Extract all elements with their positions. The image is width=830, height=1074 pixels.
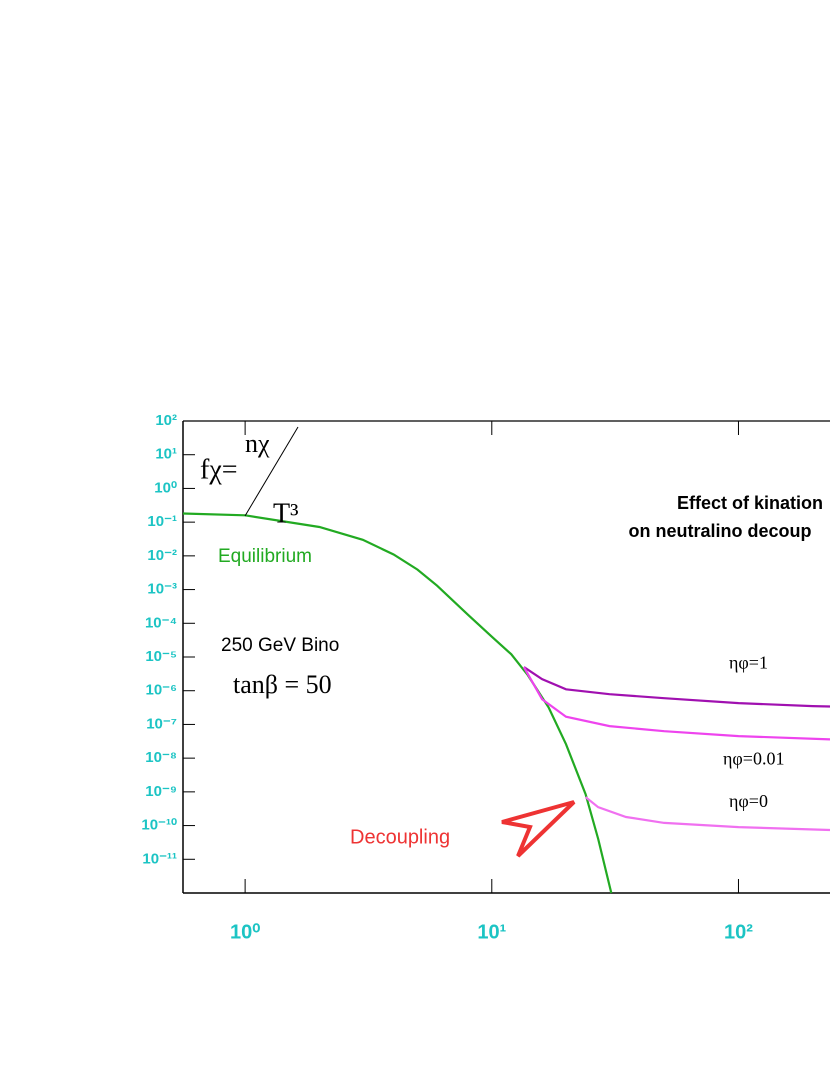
y-tick-label: 10² <box>155 412 177 429</box>
title-line: on neutralino decoup <box>629 521 812 541</box>
y-tick-label: 10⁻¹ <box>147 513 177 530</box>
x-tick-label: 10¹ <box>477 921 506 943</box>
series-label: ηφ=0 <box>729 791 768 811</box>
series-line <box>522 666 830 741</box>
series-line <box>523 666 830 708</box>
y-tick-label: 10⁻⁴ <box>145 614 177 631</box>
x-tick-label: 10⁰ <box>230 921 260 943</box>
title-line: Effect of kination <box>677 493 823 513</box>
y-tick-label: 10⁻² <box>147 547 177 564</box>
y-tick-label: 10⁻¹¹ <box>142 850 177 867</box>
formula: fχ= <box>200 454 238 485</box>
formula: nχ <box>245 429 270 458</box>
annotation: tanβ = 50 <box>233 670 332 699</box>
series-label: ηφ=1 <box>729 653 768 673</box>
plot <box>182 512 830 894</box>
series-line <box>182 512 613 894</box>
y-tick-label: 10⁻⁹ <box>145 783 177 800</box>
y-tick-label: 10⁻⁶ <box>145 682 177 699</box>
annotation: 250 GeV Bino <box>221 635 339 656</box>
x-tick-label: 10² <box>724 921 753 943</box>
y-tick-label: 10⁻⁵ <box>145 648 177 665</box>
series-label: ηφ=0.01 <box>723 749 784 769</box>
y-tick-label: 10⁻³ <box>147 581 177 598</box>
y-tick-label: 10⁻⁷ <box>146 715 177 732</box>
y-tick-label: 10¹ <box>155 446 177 463</box>
formula: T³ <box>273 498 299 529</box>
annotation: Equilibrium <box>218 546 312 567</box>
fraction-slash <box>244 426 299 517</box>
y-tick-label: 10⁰ <box>154 479 177 496</box>
series-line <box>584 796 830 832</box>
annotation: Decoupling <box>350 826 450 848</box>
arrow <box>501 800 576 858</box>
y-tick-label: 10⁻¹⁰ <box>141 817 177 834</box>
y-tick-label: 10⁻⁸ <box>145 749 177 766</box>
